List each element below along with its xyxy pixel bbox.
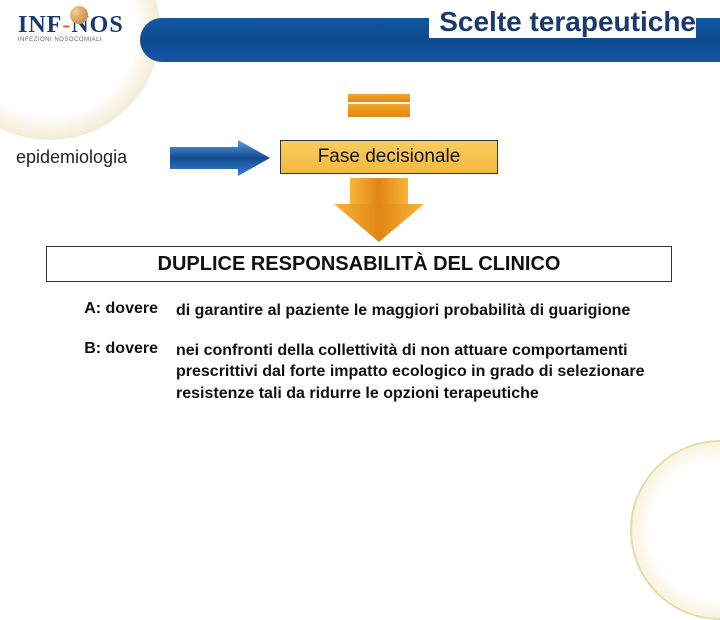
mini-bars-icon [348,94,410,117]
row-a-label: A: dovere [46,300,176,322]
epidemiologia-label: epidemiologia [16,147,127,168]
mini-bar-1 [348,94,410,102]
logo-left: INF [18,12,62,38]
content-rows: A: dovere di garantire al paziente le ma… [46,300,672,422]
row-a: A: dovere di garantire al paziente le ma… [46,300,672,322]
fase-decisionale-box: Fase decisionale [280,140,498,174]
mini-bar-2 [348,104,410,117]
decorative-circle-bottom-right [630,440,720,620]
page-title: Scelte terapeutiche [429,6,696,38]
row-b-text: nei confronti della collettività di non … [176,340,672,405]
row-b-label: B: dovere [46,340,176,405]
fase-decisionale-label: Fase decisionale [318,146,461,168]
duplice-box: DUPLICE RESPONSABILITÀ DEL CLINICO [46,246,672,282]
orange-down-arrow-icon [334,178,424,242]
duplice-label: DUPLICE RESPONSABILITÀ DEL CLINICO [158,253,561,276]
logo-sphere-icon [70,6,88,24]
row-b: B: dovere nei confronti della collettivi… [46,340,672,405]
row-a-text: di garantire al paziente le maggiori pro… [176,300,672,322]
blue-right-arrow-icon [170,140,270,176]
